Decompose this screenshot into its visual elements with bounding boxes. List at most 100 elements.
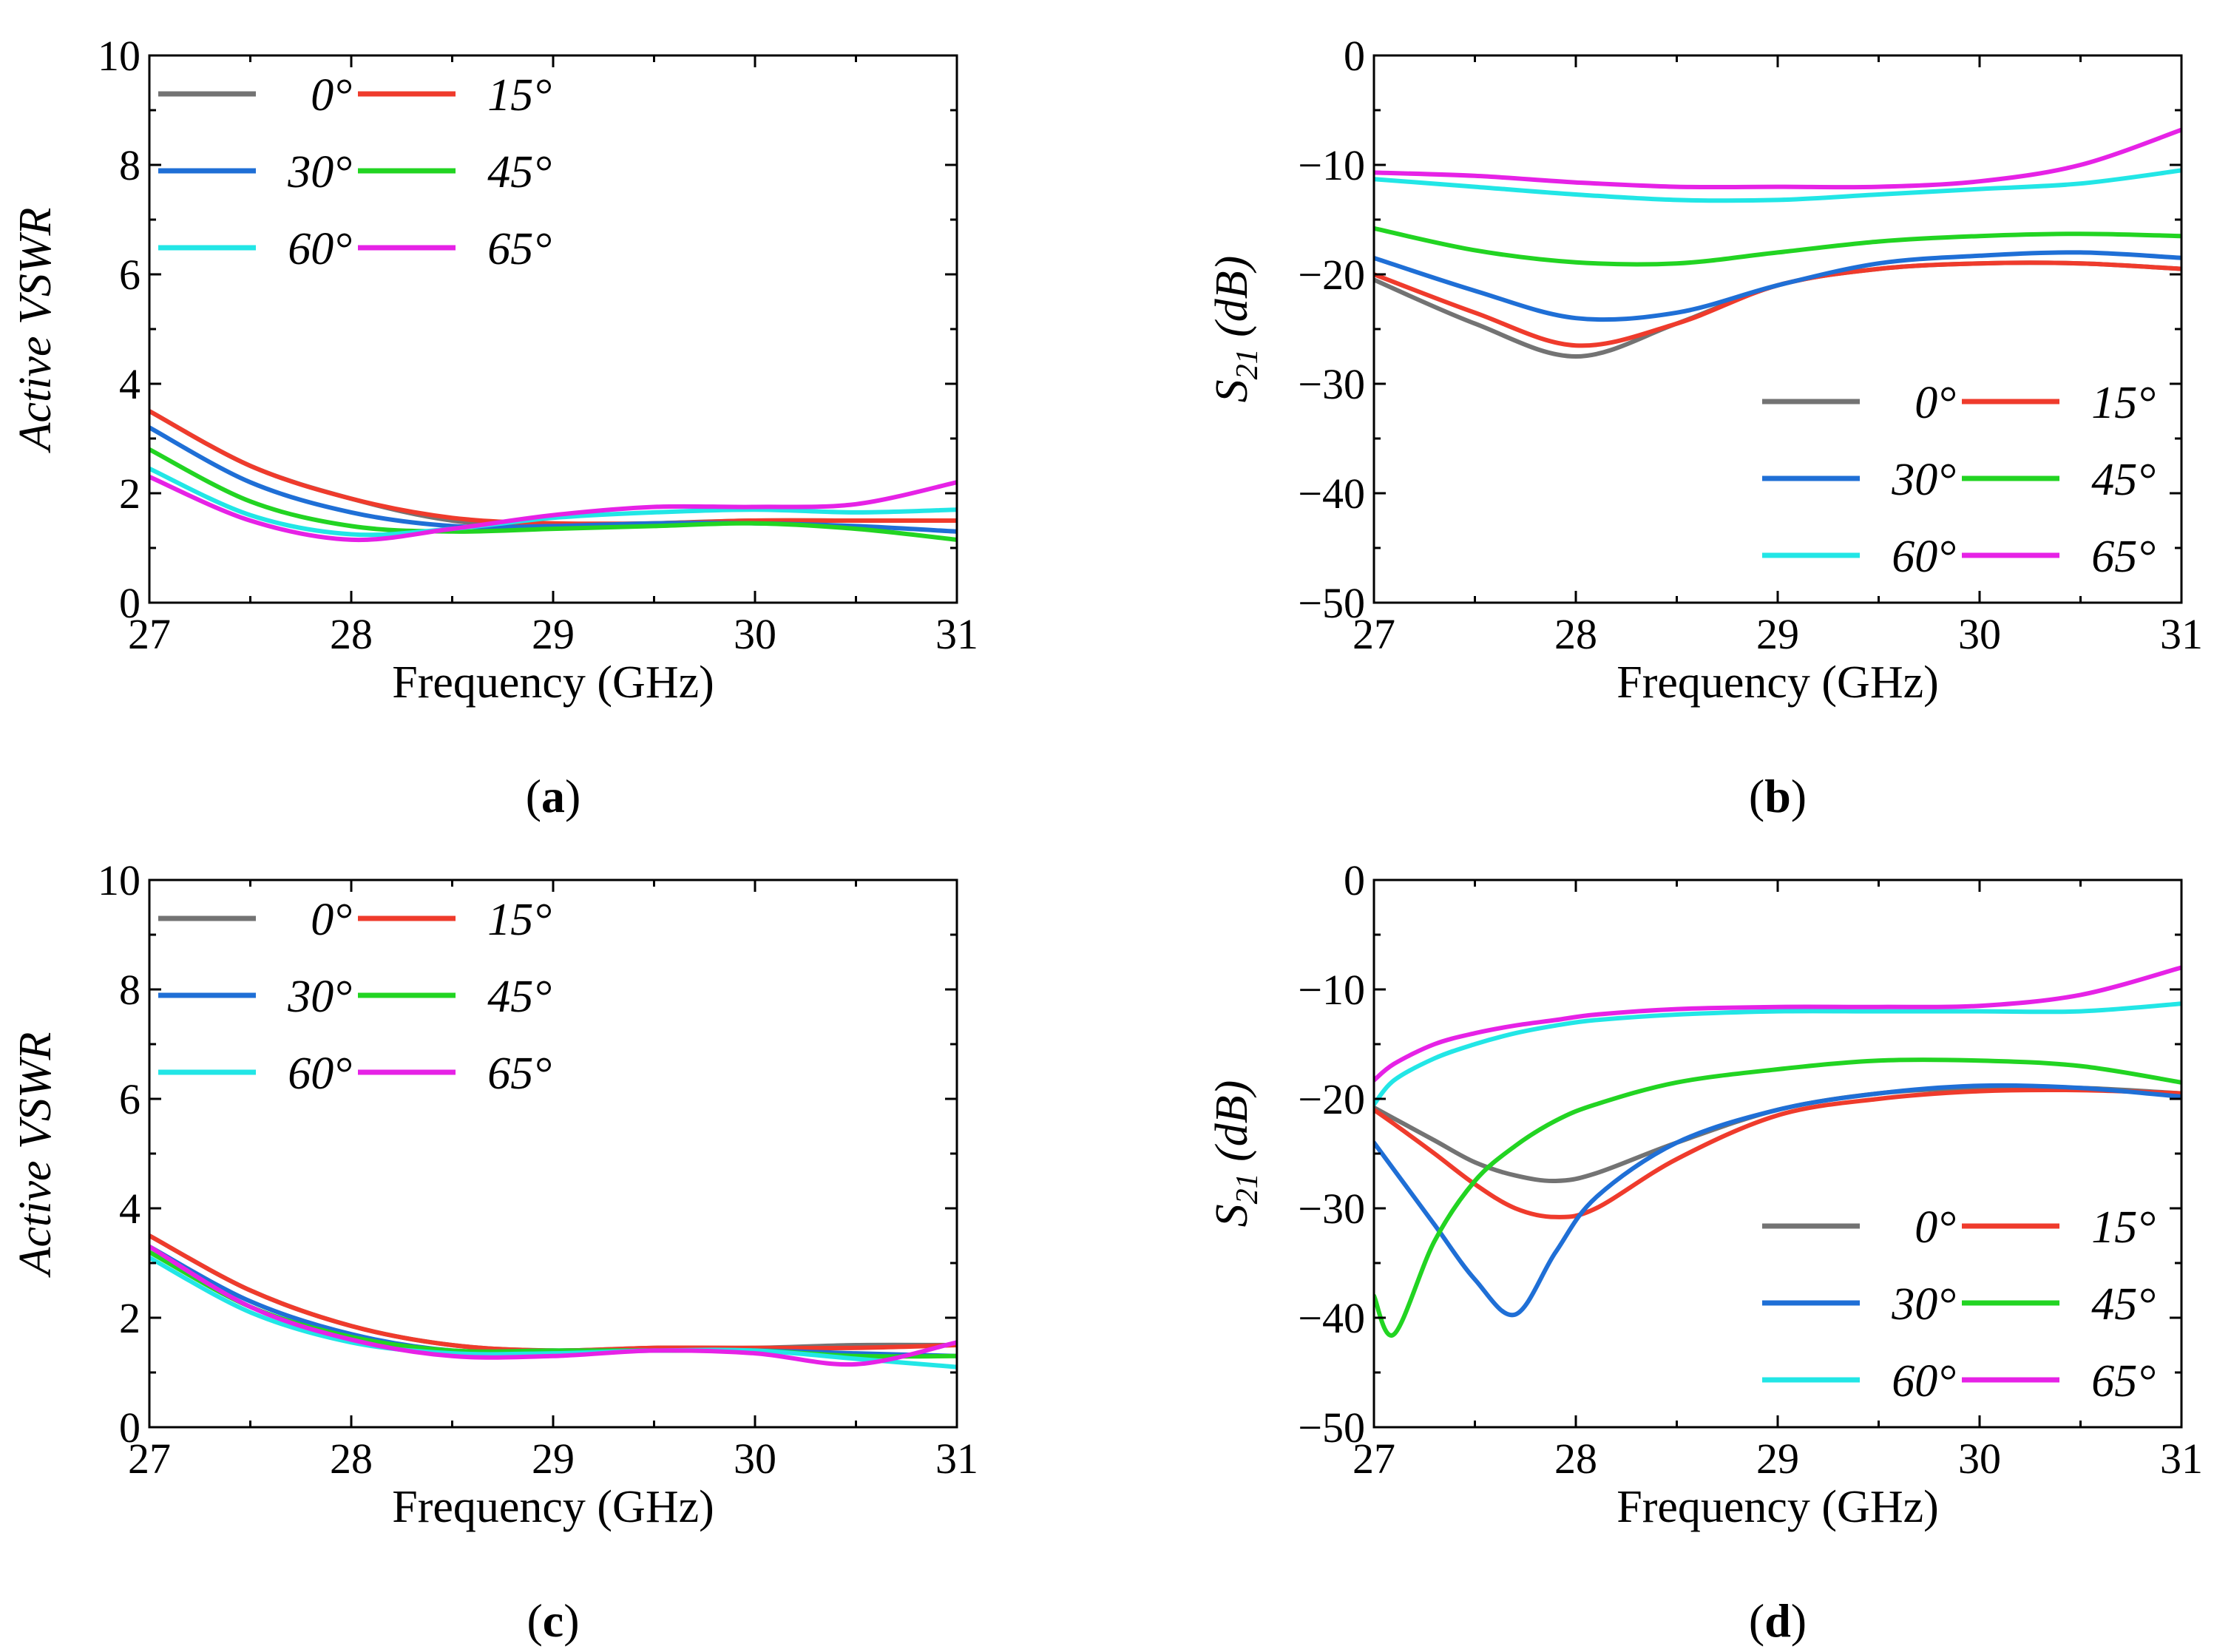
- chart-panel-d: 27 28 29 30 31 0 −10 −20 −30 −40 −50 Frequency (GHz…: [1207, 856, 2203, 1647]
- panel-label: (b): [1749, 770, 1807, 822]
- legend: 0° 15° 30° 45° 60° 65°: [158, 70, 552, 274]
- series-line: [1374, 1087, 2181, 1219]
- chart-panel-a: 27 28 29 30 31 0 2 4 6 8 10 Frequency (GHz) Active V…: [10, 32, 978, 822]
- panel-label-letter: a: [541, 770, 565, 822]
- y-axis-title-symbol: S: [1207, 379, 1257, 402]
- x-tick-label: 27: [1353, 1435, 1395, 1483]
- legend-label: 60°: [1892, 532, 1956, 582]
- y-tick-label: 4: [119, 1185, 141, 1233]
- y-axis-title-subscript: 21: [1230, 348, 1265, 379]
- chart-panel-b: 27 28 29 30 31 0 −10 −20 −30 −40 −50 Frequency (GHz…: [1207, 32, 2203, 822]
- y-tick-label: 10: [98, 32, 141, 80]
- series-group: [149, 1233, 957, 1370]
- y-tick-label: 6: [119, 251, 141, 299]
- legend: 0° 15° 30° 45° 60° 65°: [1762, 378, 2156, 582]
- legend-label: 65°: [487, 224, 552, 274]
- x-tick-label: 28: [330, 610, 373, 658]
- legend-label: 30°: [287, 972, 352, 1022]
- y-tick-label: −40: [1298, 470, 1365, 518]
- legend-label: 30°: [1891, 1279, 1956, 1330]
- x-axis-title: Frequency (GHz): [1617, 1482, 1939, 1532]
- legend: 0° 15° 30° 45° 60° 65°: [158, 895, 552, 1099]
- legend-label: 30°: [287, 147, 352, 197]
- legend-label: 15°: [2091, 378, 2156, 428]
- y-tick-label: 0: [1344, 856, 1365, 904]
- legend-label: 0°: [1915, 1202, 1956, 1253]
- y-tick-label: −30: [1298, 1185, 1365, 1233]
- x-tick-label: 31: [2160, 610, 2203, 658]
- y-tick-label: 2: [119, 1294, 141, 1342]
- y-tick-label: −10: [1298, 141, 1365, 189]
- y-axis-title-unit: (dB): [1207, 1080, 1257, 1174]
- legend-label: 45°: [2091, 455, 2156, 505]
- legend: 0° 15° 30° 45° 60° 65°: [1762, 1202, 2156, 1406]
- panel-label: (c): [527, 1594, 579, 1647]
- y-tick-label: −50: [1298, 579, 1365, 627]
- legend-label: 60°: [288, 224, 352, 274]
- legend-label: 65°: [2091, 532, 2156, 582]
- x-tick-label: 28: [1554, 1435, 1597, 1483]
- x-tick-label: 27: [1353, 610, 1395, 658]
- x-tick-label: 28: [1554, 610, 1597, 658]
- y-axis-title: S21 (dB): [1207, 1080, 1265, 1228]
- series-line: [1374, 168, 2181, 203]
- y-axis-title: Active VSWR: [10, 208, 61, 454]
- y-tick-label: −20: [1298, 251, 1365, 299]
- x-tick-label: 30: [734, 610, 776, 658]
- panel-label-letter: c: [543, 1594, 563, 1647]
- y-tick-label: 8: [119, 966, 141, 1014]
- legend-label: 0°: [1915, 378, 1956, 428]
- x-tick-label: 27: [128, 1435, 171, 1483]
- panel-label: (d): [1749, 1594, 1807, 1647]
- y-tick-label: 0: [119, 579, 141, 627]
- series-line: [149, 447, 957, 542]
- x-axis-title: Frequency (GHz): [392, 657, 714, 708]
- x-tick-label: 29: [1756, 1435, 1799, 1483]
- legend-label: 65°: [2091, 1356, 2156, 1406]
- y-axis-title: S21 (dB): [1207, 256, 1265, 403]
- panel-label-letter: d: [1764, 1594, 1791, 1647]
- series-line: [1374, 1001, 2181, 1107]
- legend-label: 60°: [1892, 1356, 1956, 1406]
- y-tick-label: −30: [1298, 360, 1365, 408]
- y-tick-label: −10: [1298, 966, 1365, 1014]
- panel-label-open: (: [1749, 1594, 1764, 1647]
- x-tick-label: 30: [1958, 1435, 2001, 1483]
- panel-label-open: (: [527, 1594, 542, 1647]
- x-tick-label: 28: [330, 1435, 373, 1483]
- y-tick-label: −50: [1298, 1404, 1365, 1452]
- x-tick-label: 31: [935, 1435, 978, 1483]
- panel-label-close: ): [1791, 1594, 1807, 1647]
- series-line: [1374, 260, 2181, 359]
- series-line: [1374, 226, 2181, 267]
- series-line: [149, 1233, 957, 1353]
- series-line: [1374, 127, 2181, 190]
- panel-label-open: (: [1749, 770, 1764, 822]
- series-line: [149, 409, 957, 527]
- legend-label: 45°: [487, 972, 552, 1022]
- series-line: [149, 1244, 957, 1367]
- y-tick-label: 6: [119, 1075, 141, 1123]
- legend-label: 15°: [2091, 1202, 2156, 1253]
- series-line: [149, 1233, 957, 1353]
- panel-label-open: (: [526, 770, 541, 822]
- y-tick-label: −40: [1298, 1294, 1365, 1342]
- x-tick-label: 31: [2160, 1435, 2203, 1483]
- x-tick-label: 29: [532, 610, 575, 658]
- legend-label: 45°: [2091, 1279, 2156, 1330]
- x-axis-title: Frequency (GHz): [392, 1482, 714, 1532]
- y-tick-label: −20: [1298, 1075, 1365, 1123]
- panel-label-close: ): [1791, 770, 1807, 822]
- series-line: [1374, 1083, 2181, 1318]
- x-tick-label: 27: [128, 610, 171, 658]
- y-axis-title-symbol: S: [1207, 1204, 1257, 1227]
- y-axis-title: Active VSWR: [10, 1032, 61, 1279]
- y-tick-label: 0: [1344, 32, 1365, 80]
- y-tick-label: 4: [119, 360, 141, 408]
- x-tick-label: 30: [1958, 610, 2001, 658]
- series-line: [149, 474, 957, 543]
- series-line: [1374, 1057, 2181, 1338]
- legend-label: 60°: [288, 1049, 352, 1099]
- legend-label: 65°: [487, 1049, 552, 1099]
